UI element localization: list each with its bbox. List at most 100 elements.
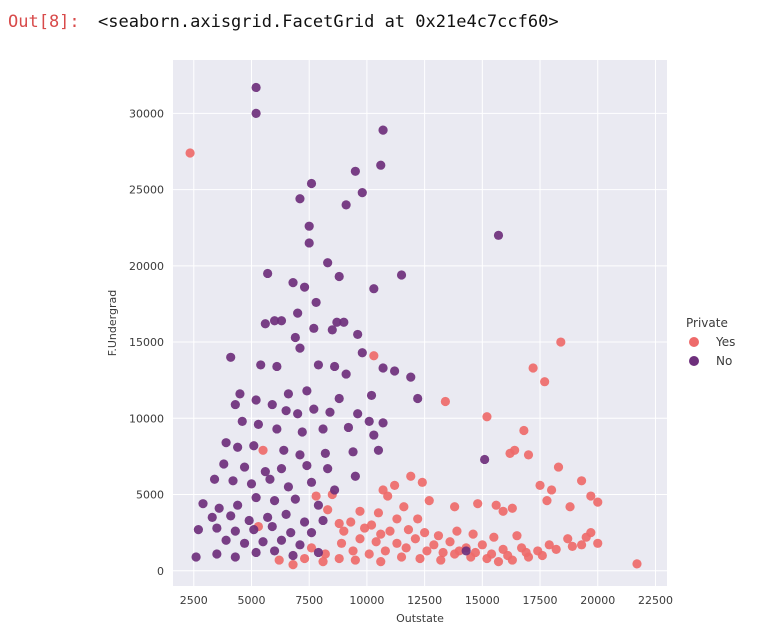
scatter-point-yes [364, 549, 374, 559]
scatter-point-no [281, 509, 291, 519]
scatter-point-no [267, 399, 277, 410]
scatter-point-no [235, 389, 245, 399]
scatter-point-yes [420, 528, 430, 538]
scatter-point-no [258, 537, 268, 547]
scatter-point-yes [371, 537, 381, 547]
scatter-point-yes [274, 555, 284, 565]
scatter-point-yes [369, 351, 379, 361]
scatter-point-yes [519, 425, 529, 436]
scatter-point-no [265, 474, 275, 484]
scatter-point-yes [355, 534, 365, 544]
scatter-point-no [228, 476, 238, 486]
scatter-point-yes [429, 540, 439, 550]
scatter-point-no [325, 407, 335, 417]
scatter-point-no [251, 82, 261, 93]
scatter-point-yes [493, 557, 504, 567]
scatter-point-no [249, 524, 259, 535]
scatter-point-no [329, 485, 340, 495]
scatter-point-no [461, 546, 471, 556]
scatter-point-no [263, 268, 273, 279]
scatter-point-no [341, 200, 351, 210]
scatter-point-no [221, 535, 231, 545]
scatter-point-no [320, 448, 330, 458]
scatter-point-yes [185, 148, 195, 158]
scatter-point-no [297, 427, 307, 437]
scatter-point-yes [334, 518, 344, 529]
scatter-point-yes [498, 506, 508, 516]
scatter-point-no [329, 361, 340, 372]
scatter-point-yes [306, 543, 317, 553]
output-repr-text: <seaborn.axisgrid.FacetGrid at 0x21e4c7c… [98, 12, 559, 32]
y-tick-label: 20000 [129, 260, 164, 273]
x-tick-label: 17500 [523, 594, 558, 607]
scatter-point-no [306, 477, 317, 487]
scatter-point-no [378, 418, 388, 428]
scatter-point-yes [491, 500, 501, 510]
scatter-point-yes [510, 445, 520, 455]
scatter-point-yes [424, 496, 434, 506]
scatter-point-yes [482, 412, 492, 422]
scatter-point-yes [586, 491, 596, 501]
scatter-point-no [269, 316, 280, 326]
scatter-point-no [323, 258, 333, 268]
scatter-point-yes [563, 534, 573, 544]
scatter-point-no [295, 540, 305, 550]
scatter-point-no [237, 416, 247, 426]
scatter-point-no [263, 512, 273, 522]
scatter-point-no [353, 329, 363, 340]
legend-title: Private [686, 316, 728, 330]
scatter-point-yes [392, 538, 402, 548]
scatter-point-yes [373, 508, 384, 518]
scatter-point-yes [339, 526, 349, 536]
scatter-point-no [369, 284, 379, 294]
scatter-point-yes [565, 502, 575, 512]
scatter-point-yes [350, 555, 360, 565]
scatter-point-no [304, 221, 314, 231]
scatter-point-no [193, 524, 203, 535]
scatter-point-no [295, 194, 305, 204]
scatter-point-yes [378, 485, 388, 495]
scatter-point-yes [540, 377, 550, 387]
scatter-point-no [369, 430, 379, 440]
scatter-point-yes [385, 526, 395, 536]
scatter-point-no [230, 399, 240, 410]
x-tick-label: 12500 [407, 594, 442, 607]
x-tick-label: 22500 [638, 594, 673, 607]
scatter-points [185, 82, 642, 570]
scatter-point-no [313, 500, 324, 510]
scatter-point-no [233, 500, 243, 510]
scatter-point-no [299, 282, 310, 292]
scatter-point-yes [593, 538, 603, 548]
scatter-point-no [304, 238, 314, 248]
scatter-point-yes [258, 445, 268, 455]
y-tick-label: 5000 [136, 489, 164, 502]
scatter-point-no [406, 372, 416, 382]
scatter-point-no [332, 317, 342, 327]
scatter-point-yes [507, 503, 517, 513]
scatter-point-yes [528, 363, 538, 373]
x-axis-label: Outstate [396, 612, 444, 625]
x-tick-label: 20000 [580, 594, 615, 607]
scatter-point-no [253, 419, 264, 429]
scatter-point-no [230, 552, 240, 562]
scatter-point-yes [392, 514, 402, 524]
legend-label-no: No [716, 354, 732, 368]
scatter-point-no [343, 422, 354, 433]
scatter-point-no [239, 462, 250, 472]
scatter-point-no [313, 547, 324, 558]
scatter-point-yes [415, 553, 425, 564]
scatter-point-yes [359, 523, 370, 533]
x-tick-label: 5000 [237, 594, 265, 607]
scatter-point-yes [567, 541, 577, 551]
scatter-point-no [295, 343, 305, 353]
x-tick-label: 7500 [295, 594, 323, 607]
scatter-point-no [341, 369, 351, 379]
scatter-point-no [318, 424, 328, 434]
scatter-point-yes [523, 450, 534, 460]
scatter-point-yes [355, 506, 365, 516]
scatter-point-no [251, 492, 261, 503]
scatter-point-no [334, 271, 344, 282]
scatter-point-no [299, 517, 310, 527]
scatter-point-yes [486, 549, 497, 559]
scatter-point-no [283, 389, 294, 399]
